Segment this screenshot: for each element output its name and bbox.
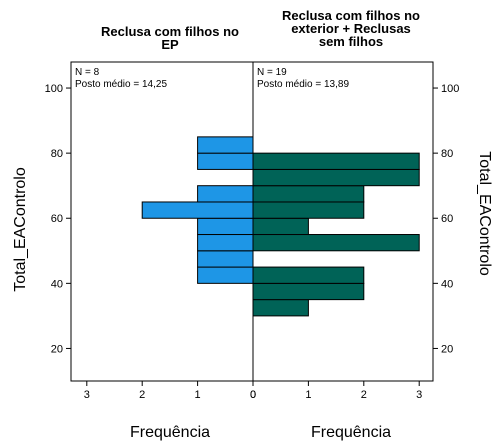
y-tick-label-right: 100 [441,83,459,95]
panel-title-2-line-1: Reclusa com filhos no [282,8,420,23]
bar-panel2-55-60 [252,217,309,236]
x-tick-label: 2 [139,389,145,401]
bar-panel1-50-55 [197,234,254,252]
y-tick-label-right: 60 [441,213,453,225]
panel-stat-1-1: N = 8 [75,67,100,78]
x-tick-label: 3 [416,389,422,401]
y-tick-label-left: 80 [51,148,63,160]
panel-stat-1-2: Posto médio = 14,25 [75,79,167,90]
x-axis-label-panel1: Frequência [130,424,210,441]
bar-panel2-65-70 [252,185,365,203]
y-tick-label-right: 40 [441,278,453,290]
y-tick-label-right: 20 [441,343,453,355]
bar-panel2-75-80 [252,152,420,170]
bar-panel1-75-80 [197,152,254,170]
bar-panel2-70-75 [252,168,420,187]
bar-panel1-55-60 [197,217,254,236]
x-tick-label: 1 [195,389,201,401]
y-tick-label-left: 100 [45,83,63,95]
bar-panel1-65-70 [197,185,254,203]
y-tick-label-left: 40 [51,278,63,290]
bar-panel2-40-45 [252,266,365,284]
x-tick-label: 1 [305,389,311,401]
panel-title-1-line-2: EP [161,37,179,52]
y-axis-label-right: Total_EAControlo [476,151,493,276]
bar-panel1-40-45 [197,266,254,284]
y-tick-label-left: 60 [51,213,63,225]
x-tick-label: 0 [250,389,256,401]
bar-panel2-35-40 [252,282,365,301]
bar-panel2-60-65 [252,201,365,219]
y-axis-label-left: Total_EAControlo [12,167,29,292]
bar-panel2-50-55 [252,234,420,252]
panel-stat-2-1: N = 19 [257,67,287,78]
panel-title-2-line-3: sem filhos [319,34,383,49]
bar-panel2-30-35 [252,299,309,317]
x-tick-label: 2 [361,389,367,401]
x-tick-label: 0 [250,389,256,401]
x-tick-label: 3 [84,389,90,401]
histogram-bars [141,136,420,317]
bar-panel1-60-65 [141,201,254,219]
plot-border [70,61,434,382]
y-tick-label-left: 20 [51,343,63,355]
y-tick-label-right: 80 [441,148,453,160]
x-axis-label-panel2: Frequência [311,424,391,441]
panel-title-2-line-2: exterior + Reclusas [291,21,411,36]
panel-stat-2-2: Posto médio = 13,89 [257,79,349,90]
panel-title-1-line-1: Reclusa com filhos no [101,24,239,39]
bar-panel1-80-85 [197,136,254,154]
bar-panel1-45-50 [197,250,254,268]
